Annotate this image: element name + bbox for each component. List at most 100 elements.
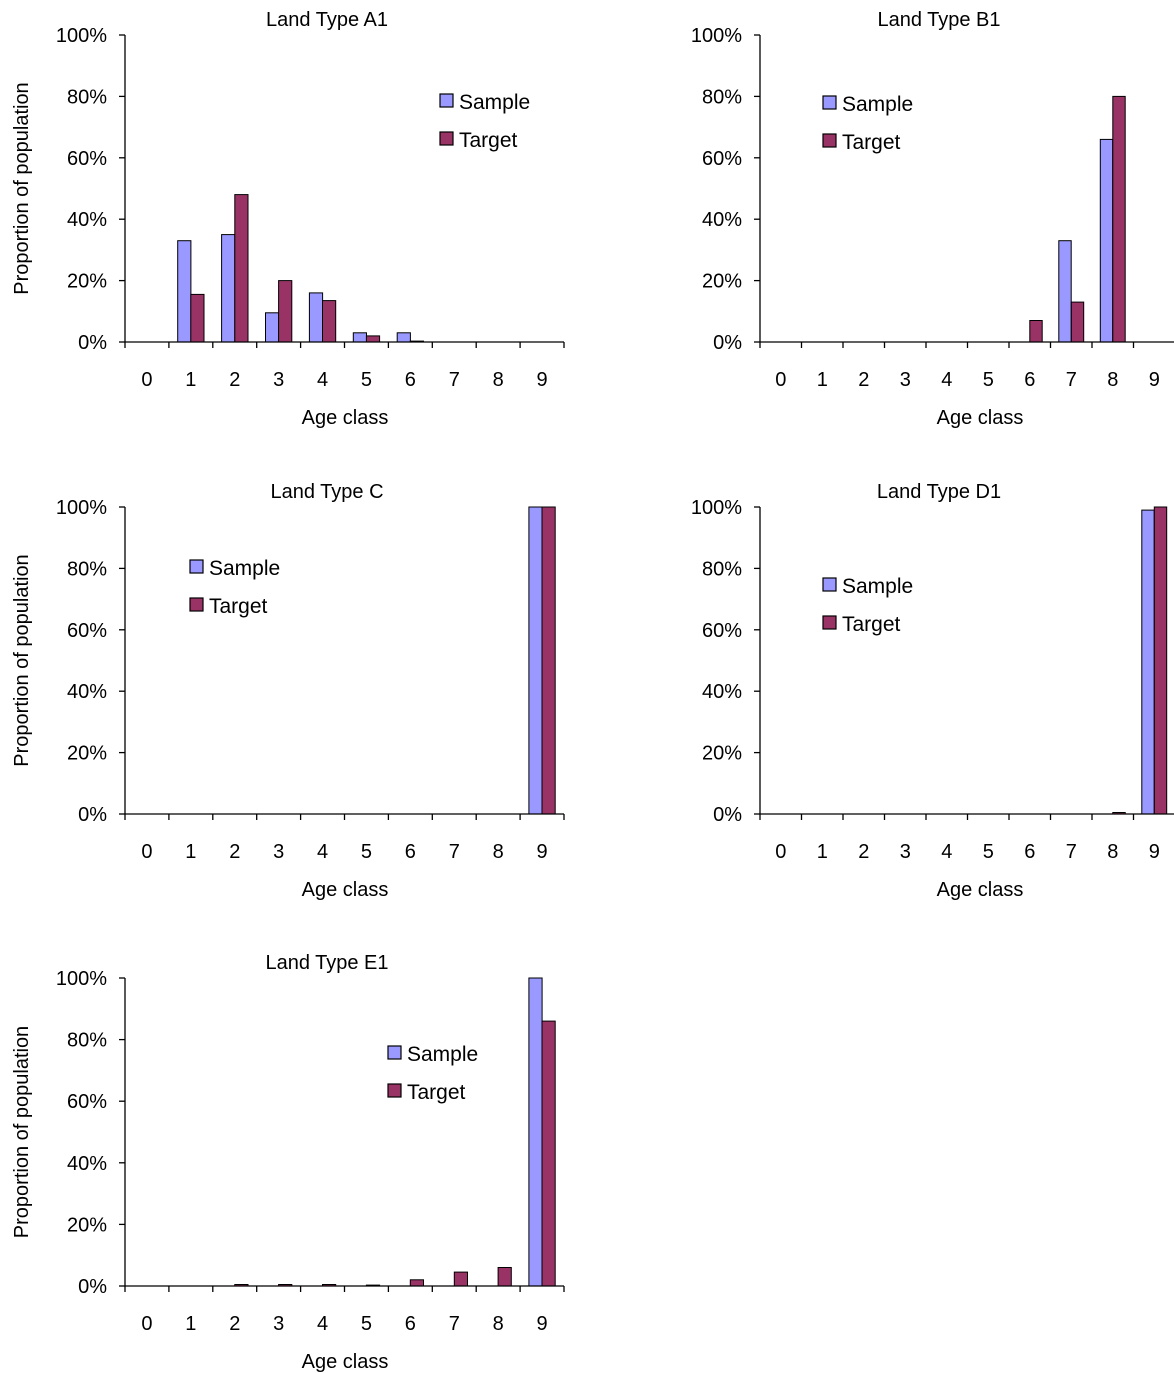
x-tick-label: 6 (405, 1313, 416, 1335)
y-tick-label: 100% (56, 968, 107, 990)
legend-swatch-sample (189, 559, 204, 574)
legend-swatch-target (822, 615, 837, 630)
x-tick-label: 6 (405, 841, 416, 863)
x-tick-label: 5 (983, 841, 994, 863)
chart-panel: Land Type E1 0% 20% 40% 60% 80% 100% 0 1 2 3 4 5 6 7 8 9… (11, 952, 565, 1373)
y-tick-label: 20% (702, 743, 742, 765)
x-tick-label: 2 (229, 1313, 240, 1335)
legend-swatch-target (822, 133, 837, 148)
y-axis-label: Proportion of population (11, 1026, 33, 1238)
x-tick-label: 0 (775, 369, 786, 391)
x-tick-label: 9 (536, 1313, 547, 1335)
y-tick-label: 0% (78, 804, 107, 826)
legend-label-target: Target (459, 129, 518, 152)
x-tick-label: 9 (1149, 369, 1160, 391)
y-tick-label: 100% (56, 497, 107, 519)
x-tick-label: 2 (229, 841, 240, 863)
legend-label-target: Target (842, 613, 901, 636)
legend-swatch-sample (439, 93, 454, 108)
x-tick-label: 1 (817, 841, 828, 863)
x-tick-label: 7 (1066, 841, 1077, 863)
chart-panel: Land Type A1 0% 20% 40% 60% 80% 100% 0 1 2 3 4 5 6 7 8 9… (11, 9, 565, 429)
x-tick-label: 7 (1066, 369, 1077, 391)
bar-sample (221, 234, 236, 343)
x-tick-label: 1 (185, 841, 196, 863)
x-axis-label: Age class (937, 879, 1024, 901)
x-tick-label: 0 (141, 841, 152, 863)
x-tick-label: 1 (817, 369, 828, 391)
y-tick-label: 100% (691, 25, 742, 47)
y-tick-label: 80% (702, 86, 742, 108)
bar-target (1153, 506, 1168, 815)
bar-target (1070, 301, 1085, 343)
legend: Sample Target (822, 93, 913, 154)
legend-label-target: Target (407, 1081, 466, 1104)
x-tick-label: 5 (361, 369, 372, 391)
legend-swatch-sample (822, 95, 837, 110)
x-tick-label: 8 (493, 1313, 504, 1335)
legend-swatch-sample (387, 1045, 402, 1060)
x-tick-label: 5 (361, 1313, 372, 1335)
x-tick-label: 0 (141, 1313, 152, 1335)
y-tick-label: 0% (78, 1276, 107, 1298)
legend-label-sample: Sample (209, 557, 280, 580)
y-tick-label: 40% (702, 681, 742, 703)
x-tick-label: 9 (1149, 841, 1160, 863)
y-tick-label: 0% (78, 332, 107, 354)
legend-swatch-target (189, 597, 204, 612)
x-tick-label: 6 (1024, 369, 1035, 391)
bar-sample (1099, 138, 1114, 343)
x-tick-label: 8 (1107, 369, 1118, 391)
y-tick-label: 60% (702, 620, 742, 642)
y-tick-label: 20% (702, 271, 742, 293)
chart-title: Land Type C (270, 481, 383, 503)
y-tick-label: 0% (713, 332, 742, 354)
x-tick-label: 3 (273, 841, 284, 863)
x-tick-label: 4 (941, 841, 952, 863)
x-axis-label: Age class (302, 879, 389, 901)
bar-sample (528, 977, 543, 1287)
bar-target (190, 293, 205, 343)
legend-swatch-sample (822, 577, 837, 592)
chart-title: Land Type A1 (266, 9, 388, 31)
x-tick-label: 9 (536, 841, 547, 863)
legend-label-target: Target (209, 595, 268, 618)
x-axis-label: Age class (302, 1351, 389, 1373)
y-tick-label: 60% (67, 620, 107, 642)
x-tick-label: 8 (1107, 841, 1118, 863)
bar-target (1029, 320, 1043, 343)
y-tick-label: 40% (67, 1153, 107, 1175)
x-tick-label: 3 (900, 841, 911, 863)
y-tick-label: 60% (67, 148, 107, 170)
bar-sample (528, 506, 543, 815)
y-tick-label: 100% (56, 25, 107, 47)
legend: Sample Target (387, 1043, 478, 1104)
x-tick-label: 6 (405, 369, 416, 391)
y-tick-label: 80% (67, 558, 107, 580)
chart-panel: Land Type D1 0% 20% 40% 60% 80% 100% 0 1 2 3 4 5 6 7 8 9… (691, 481, 1174, 901)
x-tick-label: 2 (229, 369, 240, 391)
bar-sample (265, 312, 280, 343)
bar-sample (308, 292, 324, 343)
bar-target (278, 280, 293, 343)
y-tick-label: 80% (67, 1030, 107, 1052)
x-tick-label: 1 (185, 369, 196, 391)
y-tick-label: 40% (67, 681, 107, 703)
x-tick-label: 3 (273, 369, 284, 391)
bar-target (322, 300, 337, 343)
x-axis-label: Age class (937, 407, 1024, 429)
x-tick-label: 4 (317, 369, 328, 391)
y-tick-label: 0% (713, 804, 742, 826)
x-tick-label: 5 (983, 369, 994, 391)
legend-label-sample: Sample (459, 91, 530, 114)
x-tick-label: 7 (449, 841, 460, 863)
bar-sample (1058, 240, 1072, 343)
y-tick-label: 20% (67, 271, 107, 293)
y-tick-label: 20% (67, 743, 107, 765)
x-tick-label: 4 (317, 1313, 328, 1335)
x-tick-label: 7 (449, 1313, 460, 1335)
x-tick-label: 1 (185, 1313, 196, 1335)
chart-title: Land Type D1 (877, 481, 1001, 503)
legend-label-sample: Sample (842, 575, 913, 598)
